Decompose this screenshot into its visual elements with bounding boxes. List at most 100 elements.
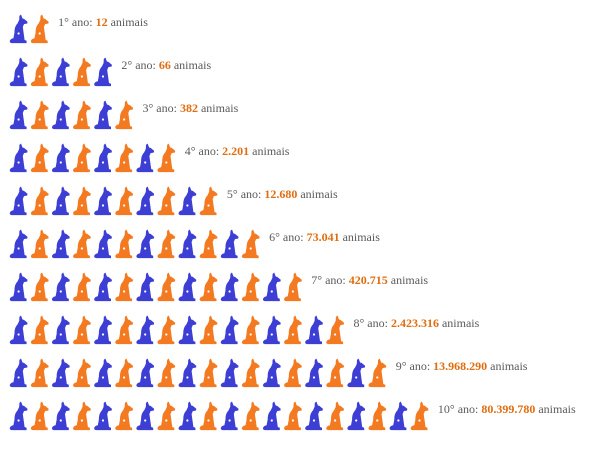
dog-icon	[262, 358, 281, 388]
dog-icon	[157, 272, 176, 302]
dog-icon	[115, 358, 133, 388]
year-label: 6° ano:	[269, 229, 304, 244]
dog-icon	[94, 229, 112, 259]
dog-icon	[262, 401, 281, 431]
unit-label: animais	[300, 186, 338, 201]
dog-icon	[284, 315, 302, 345]
animal-count: 382	[179, 100, 198, 115]
row-label: 2° ano: 66 animais	[121, 58, 211, 72]
dog-icon	[115, 100, 133, 130]
dog-icon	[136, 143, 155, 173]
dog-icon	[51, 358, 70, 388]
dog-icon	[284, 401, 302, 431]
dog-icon	[51, 100, 70, 130]
unit-label: animais	[538, 401, 576, 416]
dog-icon	[30, 358, 49, 388]
dog-icon	[73, 57, 91, 87]
dog-icon	[326, 315, 344, 345]
dog-icon	[115, 186, 133, 216]
row-label: 5° ano: 12.680 animais	[227, 187, 338, 201]
dog-icon	[178, 272, 197, 302]
dog-icon	[347, 401, 366, 431]
dog-icon	[178, 315, 197, 345]
dog-icon	[51, 143, 70, 173]
dog-icon	[157, 358, 176, 388]
unit-label: animais	[390, 272, 429, 287]
dog-icon	[94, 315, 112, 345]
row-label: 3° ano: 382 animais	[143, 101, 239, 115]
dog-icon	[136, 272, 155, 302]
year-label: 2° ano:	[121, 57, 156, 72]
dog-icon	[115, 143, 133, 173]
dog-icon	[136, 315, 155, 345]
dog-icon	[347, 358, 366, 388]
dog-icon	[30, 100, 49, 130]
dog-icon	[9, 272, 28, 302]
dog-icon	[30, 401, 49, 431]
animal-count: 12	[95, 14, 108, 29]
dog-icon	[9, 100, 28, 130]
dog-icon	[305, 358, 323, 388]
dog-icon	[220, 272, 239, 302]
dog-icon	[30, 229, 49, 259]
dog-icon	[9, 315, 28, 345]
dog-icon	[73, 186, 91, 216]
animal-count: 12.680	[264, 186, 298, 201]
dog-icon	[241, 229, 260, 259]
row-label: 1° ano: 12 animais	[58, 15, 148, 29]
dog-icon	[157, 143, 176, 173]
dog-icon	[94, 143, 112, 173]
dog-icon	[157, 186, 176, 216]
dog-icon	[262, 272, 281, 302]
dog-icon	[220, 401, 239, 431]
dog-icon	[178, 186, 197, 216]
year-label: 9° ano:	[395, 358, 431, 373]
dog-icon	[305, 401, 323, 431]
dog-icon	[73, 229, 91, 259]
dog-icon	[51, 272, 70, 302]
animal-count: 13.968.290	[433, 358, 488, 373]
unit-label: animais	[200, 100, 239, 115]
dog-icon	[368, 358, 387, 388]
dog-icon	[115, 272, 133, 302]
row-label: 6° ano: 73.041 animais	[269, 230, 380, 244]
row-label: 8° ano: 2.423.316 animais	[354, 316, 480, 330]
dog-icon	[115, 315, 133, 345]
dog-icon	[136, 229, 155, 259]
row-label: 9° ano: 13.968.290 animais	[396, 359, 528, 373]
unit-label: animais	[173, 57, 212, 72]
animal-count: 73.041	[306, 229, 340, 244]
dog-icon	[9, 401, 28, 431]
dog-icon	[157, 229, 176, 259]
animal-count: 66	[158, 57, 171, 72]
unit-label: animais	[441, 315, 480, 330]
year-label: 3° ano:	[142, 100, 177, 115]
dog-icon	[9, 143, 28, 173]
animal-count: 2.201	[222, 143, 250, 158]
dog-icon	[115, 401, 133, 431]
dog-icon	[94, 100, 112, 130]
dog-icon	[30, 57, 49, 87]
year-label: 1° ano:	[58, 14, 93, 29]
dog-icon	[220, 358, 239, 388]
dog-icon	[220, 315, 239, 345]
animal-count: 420.715	[348, 272, 388, 287]
dog-icon	[178, 401, 197, 431]
dog-icon	[178, 229, 197, 259]
dog-icon	[115, 229, 133, 259]
dog-icon	[9, 186, 28, 216]
dog-icon	[30, 143, 49, 173]
dog-icon	[51, 315, 70, 345]
dog-icon	[326, 358, 344, 388]
dog-icon	[199, 315, 218, 345]
dog-icon	[94, 186, 112, 216]
dog-icon	[241, 272, 260, 302]
dog-icon	[284, 358, 302, 388]
unit-label: animais	[252, 143, 290, 158]
dog-icon	[73, 401, 91, 431]
dog-icon	[241, 358, 260, 388]
unit-label: animais	[110, 14, 148, 29]
dog-icon	[199, 358, 218, 388]
dog-icon	[199, 401, 218, 431]
row-label: 4° ano: 2.201 animais	[185, 144, 290, 158]
